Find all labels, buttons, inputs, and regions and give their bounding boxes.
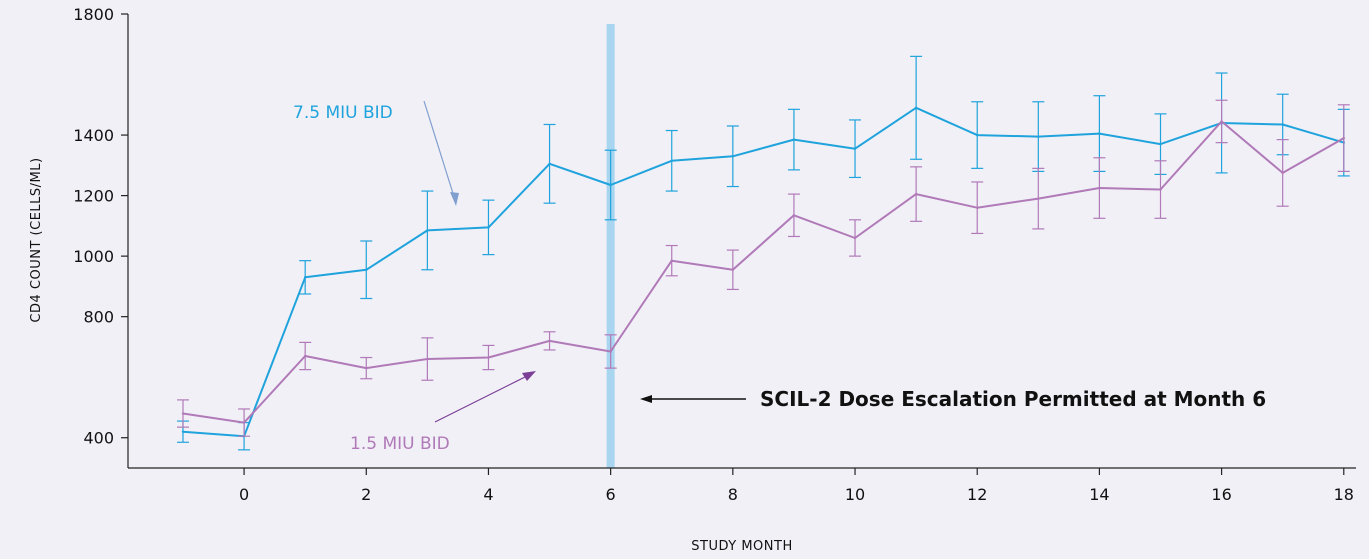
data-point bbox=[181, 412, 185, 415]
data-point bbox=[670, 259, 673, 262]
data-point bbox=[181, 430, 185, 433]
series-label-7-5-miu: 7.5 MIU BID bbox=[293, 103, 393, 123]
data-point bbox=[792, 138, 796, 141]
data-point bbox=[1159, 188, 1162, 191]
escalation-vline bbox=[606, 24, 615, 468]
y-axis-title: CD4 COUNT (CELLS/ML) bbox=[29, 157, 44, 322]
x-tick-label: 0 bbox=[239, 485, 249, 504]
x-tick-label: 8 bbox=[728, 485, 738, 504]
data-point bbox=[731, 268, 735, 271]
x-tick-label: 2 bbox=[361, 485, 371, 504]
data-point bbox=[609, 350, 612, 353]
vline-layer bbox=[606, 24, 615, 468]
data-point bbox=[853, 236, 857, 240]
data-point bbox=[853, 147, 857, 150]
y-tick-label: 1200 bbox=[73, 187, 114, 206]
data-point bbox=[670, 159, 673, 162]
arrowhead-7-5-miu bbox=[450, 192, 459, 206]
series-line bbox=[182, 106, 1345, 438]
data-point bbox=[365, 268, 368, 271]
data-point bbox=[976, 206, 979, 209]
x-axis-title: STUDY MONTH bbox=[691, 539, 792, 554]
data-point bbox=[426, 357, 429, 361]
series-2 bbox=[176, 99, 1350, 437]
series-line bbox=[182, 120, 1345, 424]
data-point bbox=[976, 133, 979, 137]
x-tick-label: 6 bbox=[606, 485, 616, 504]
data-point bbox=[1037, 135, 1040, 138]
data-point bbox=[1342, 136, 1345, 140]
x-tick-label: 16 bbox=[1211, 485, 1231, 504]
data-point bbox=[1281, 171, 1284, 175]
ticks-layer: 0 2 4 6 8 10 12 14 16 18 400 800 1000 1200 1400 1800 bbox=[73, 5, 1354, 504]
data-point bbox=[914, 192, 918, 196]
arrow-1-5-miu bbox=[434, 372, 534, 423]
x-tick-label: 12 bbox=[967, 485, 987, 504]
data-point bbox=[548, 162, 551, 166]
data-point bbox=[426, 229, 429, 232]
y-tick-label: 1800 bbox=[73, 5, 114, 24]
x-tick-label: 10 bbox=[845, 485, 865, 504]
data-point bbox=[1159, 142, 1162, 146]
series-label-1-5-miu: 1.5 MIU BID bbox=[350, 434, 450, 454]
data-point bbox=[1098, 132, 1101, 135]
data-point bbox=[1220, 120, 1223, 123]
data-point bbox=[303, 276, 307, 279]
data-point bbox=[792, 214, 796, 217]
x-tick-label: 4 bbox=[483, 485, 493, 504]
x-tick-label: 14 bbox=[1089, 485, 1109, 504]
data-point bbox=[365, 366, 368, 370]
x-tick-label: 18 bbox=[1334, 485, 1354, 504]
data-point bbox=[1098, 186, 1101, 190]
data-point bbox=[303, 354, 307, 358]
data-point bbox=[1037, 197, 1040, 200]
series-layer bbox=[176, 55, 1350, 451]
data-point bbox=[242, 421, 246, 424]
arrow-7-5-miu bbox=[423, 100, 457, 204]
arrowhead-1-5-miu bbox=[522, 371, 536, 381]
data-point bbox=[609, 183, 612, 187]
pointer-arrows bbox=[423, 100, 746, 423]
y-tick-label: 1000 bbox=[73, 247, 114, 266]
axes bbox=[127, 14, 1356, 469]
arrowhead-escalation bbox=[640, 395, 652, 403]
data-point bbox=[487, 226, 490, 229]
data-point bbox=[487, 356, 490, 359]
y-tick-label: 1400 bbox=[73, 126, 114, 145]
data-point bbox=[914, 106, 918, 110]
data-point bbox=[1281, 123, 1284, 126]
data-point bbox=[731, 155, 735, 158]
y-tick-label: 400 bbox=[83, 429, 114, 448]
y-tick-label: 800 bbox=[83, 308, 114, 327]
escalation-annotation: SCIL-2 Dose Escalation Permitted at Mont… bbox=[760, 387, 1266, 411]
data-point bbox=[548, 339, 551, 343]
